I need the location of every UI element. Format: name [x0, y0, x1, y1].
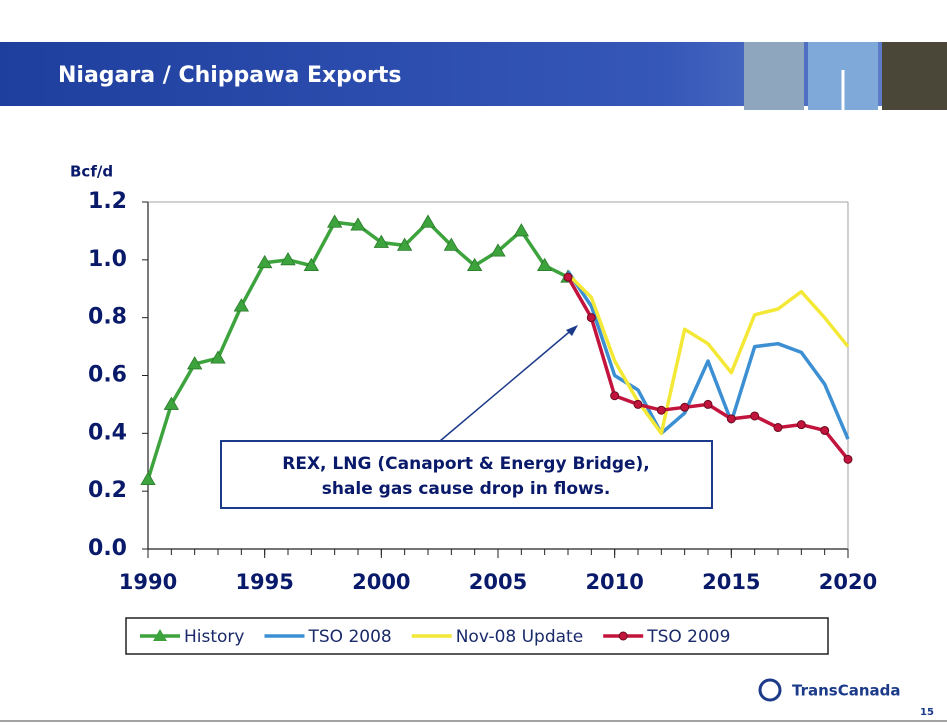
page-number: 15	[920, 707, 934, 718]
y-tick-label: 0.4	[88, 420, 127, 445]
triangle-marker	[536, 257, 553, 272]
legend-marker	[153, 629, 167, 641]
circle-marker	[586, 313, 596, 323]
circle-marker	[610, 391, 620, 401]
photo-3	[882, 42, 947, 110]
legend: History TSO 2008 Nov-08 Update TSO 2009	[140, 627, 730, 647]
triangle-marker	[186, 356, 203, 370]
circle-marker	[633, 399, 643, 409]
y-tick-label: 0.6	[88, 363, 127, 388]
triangle-marker	[490, 243, 506, 257]
annotation-box	[220, 440, 713, 509]
triangle-marker	[420, 214, 436, 228]
y-axis-label: Bcf/d	[70, 163, 113, 181]
y-tick-label: 1.0	[88, 247, 127, 272]
legend-box	[125, 617, 829, 655]
triangle-marker	[280, 252, 296, 266]
triangle-marker	[140, 471, 156, 486]
slide-title: Niagara / Chippawa Exports	[58, 63, 402, 88]
circle-marker	[726, 414, 736, 424]
legend-label: History	[184, 627, 244, 647]
x-tick-label: 2000	[352, 570, 410, 594]
legend-label: TSO 2009	[646, 627, 730, 647]
logo: TransCanada	[792, 682, 901, 700]
y-tick-label: 0.0	[88, 536, 127, 561]
circle-marker	[820, 425, 830, 435]
y-tick-label: 0.2	[88, 478, 127, 503]
circle-marker	[563, 272, 573, 282]
plot: 0.0 0.2 0.4 0.6 0.8 1.0 1.2 1990 1995 2000 2005 201…	[88, 189, 877, 594]
triangle-marker	[373, 234, 390, 248]
triangle-marker	[396, 237, 413, 251]
triangle-marker	[443, 237, 460, 251]
x-tick-label: 2015	[702, 570, 760, 594]
triangle-marker	[233, 298, 250, 312]
triangle-marker	[163, 396, 180, 410]
triangle-marker	[210, 350, 226, 364]
circle-marker	[656, 405, 666, 415]
arrow-head	[566, 325, 578, 336]
x-tick-label: 2005	[469, 570, 527, 594]
circle-marker	[680, 402, 690, 412]
triangle-marker	[303, 257, 320, 272]
annotation-text: REX, LNG (Canaport & Energy Bridge),	[282, 454, 650, 474]
triangle-marker	[513, 223, 530, 237]
series-line	[566, 273, 850, 436]
circle-marker	[773, 423, 783, 433]
circle-marker	[796, 420, 806, 430]
circle-marker	[703, 399, 713, 409]
y-tick-label: 1.2	[88, 189, 127, 214]
triangle-marker	[350, 217, 366, 231]
x-tick-label: 1995	[235, 570, 293, 594]
legend-label: TSO 2008	[307, 627, 391, 647]
legend-label: Nov-08 Update	[456, 627, 583, 647]
annotation-text: shale gas cause drop in flows.	[322, 479, 611, 499]
x-tick-label: 1990	[119, 570, 177, 594]
triangle-marker	[326, 214, 343, 228]
circle-marker	[843, 454, 853, 464]
circle-marker	[750, 411, 760, 421]
series-line	[566, 270, 850, 440]
photo-1	[744, 42, 804, 110]
legend-marker	[618, 631, 628, 641]
triangle-marker	[256, 254, 273, 269]
triangle-marker	[466, 257, 483, 272]
x-tick-label: 2010	[585, 570, 643, 594]
logo-mark	[758, 678, 782, 702]
y-tick-label: 0.8	[88, 305, 127, 330]
annotation-arrow	[439, 327, 575, 442]
x-tick-label: 2020	[819, 570, 877, 594]
